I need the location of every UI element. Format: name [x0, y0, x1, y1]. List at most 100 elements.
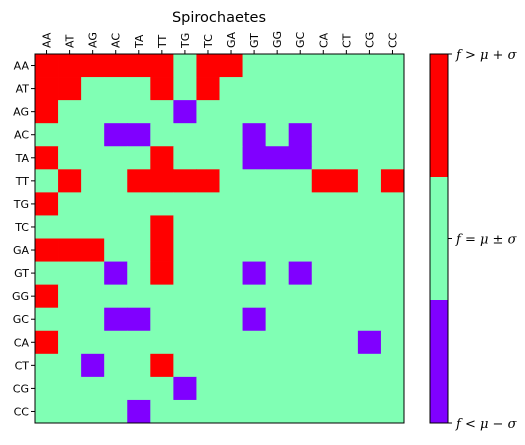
y-tick-label: GC — [13, 313, 30, 326]
heatmap-cell-GG-CA — [311, 284, 336, 309]
heatmap-cell-AG-TC — [196, 100, 220, 124]
heatmap-cell-GT-GC — [288, 261, 313, 286]
heatmap-cell-AT-AC — [104, 77, 128, 101]
heatmap-cell-AC-GC — [288, 123, 313, 147]
heatmap-cell-GG-TT — [150, 284, 174, 309]
heatmap-cell-TC-GA — [219, 215, 243, 239]
heatmap-cell-GT-AG — [81, 261, 105, 286]
heatmap-cell-AG-AA — [35, 100, 59, 124]
heatmap-cell-TG-TT — [150, 192, 174, 216]
heatmap-cell-GC-GT — [242, 307, 267, 332]
heatmap-cell-AT-AG — [81, 77, 105, 101]
heatmap-cell-GG-CC — [380, 284, 405, 309]
heatmap-cell-TT-CT — [334, 169, 359, 193]
heatmap-cell-AT-TA — [127, 77, 151, 101]
heatmap-cell-AA-TT — [150, 54, 174, 78]
heatmap-cell-TA-GC — [288, 146, 313, 170]
heatmap-cell-AG-CC — [380, 100, 405, 124]
heatmap-cell-AC-CA — [311, 123, 336, 147]
heatmap-cell-GG-CT — [334, 284, 359, 309]
heatmap-cell-GA-AA — [35, 238, 59, 262]
heatmap-cell-TA-CA — [311, 146, 336, 170]
heatmap-cell-AT-GT — [242, 77, 267, 101]
heatmap-cell-GA-AT — [58, 238, 82, 262]
heatmap-cell-CA-TC — [196, 330, 220, 355]
heatmap-cell-GG-TC — [196, 284, 220, 309]
heatmap-cell-TT-GT — [242, 169, 267, 193]
heatmap-cell-GA-CA — [311, 238, 336, 262]
heatmap-cell-TA-GT — [242, 146, 267, 170]
heatmap-cell-CT-GG — [265, 353, 290, 378]
colorbar-label: f < μ − σ — [455, 417, 518, 432]
heatmap-cell-AA-CG — [357, 54, 382, 78]
heatmap-cell-GG-TA — [127, 284, 151, 309]
heatmap-cell-AA-AT — [58, 54, 82, 78]
heatmap-cell-GC-AA — [35, 307, 59, 332]
heatmap-cell-CC-CT — [334, 399, 359, 424]
heatmap-cell-GT-TG — [173, 261, 197, 286]
heatmap-cell-CA-TA — [127, 330, 151, 355]
heatmap-cell-GC-TC — [196, 307, 220, 332]
heatmap-cell-CT-AC — [104, 353, 128, 378]
colorbar-label: f > μ + σ — [455, 48, 518, 63]
heatmap-cell-TG-CG — [357, 192, 382, 216]
heatmap-cell-TC-GG — [265, 215, 290, 239]
heatmap-cell-AG-CT — [334, 100, 359, 124]
heatmap-cell-GC-CC — [380, 307, 405, 332]
heatmap-cell-GC-GC — [288, 307, 313, 332]
heatmap-cell-TG-GC — [288, 192, 313, 216]
heatmap-cell-AC-TA — [127, 123, 151, 147]
heatmap-cell-CT-TG — [173, 353, 197, 378]
heatmap-cell-GG-GT — [242, 284, 267, 309]
heatmap-cell-GT-TT — [150, 261, 174, 286]
heatmap-cell-AC-TT — [150, 123, 174, 147]
heatmap-cell-CC-GA — [219, 399, 243, 424]
heatmap-cell-TA-TA — [127, 146, 151, 170]
y-tick-label: AG — [13, 106, 29, 119]
heatmap-cell-TT-TT — [150, 169, 174, 193]
heatmap-cell-CA-GC — [288, 330, 313, 355]
x-tick-label: GG — [271, 31, 284, 48]
y-tick-label: TT — [15, 175, 30, 188]
heatmap-cell-CC-GT — [242, 399, 267, 424]
x-tick-labels: AA AT AG AC TA TT TG TC GA GT GG GC CA CT CG CC — [41, 31, 399, 54]
heatmap-cell-CG-GA — [219, 376, 243, 401]
plot-frame — [34, 53, 405, 424]
heatmap-cell-CT-AG — [81, 353, 105, 378]
heatmap-cell-CT-TC — [196, 353, 220, 378]
heatmap-cell-AT-TT — [150, 77, 174, 101]
heatmap-cell-CC-TC — [196, 399, 220, 424]
heatmap-cell-GC-TA — [127, 307, 151, 332]
heatmap-cell-AT-GG — [265, 77, 290, 101]
heatmap-cell-GG-AC — [104, 284, 128, 309]
heatmap-cell-CA-AT — [58, 330, 82, 355]
heatmap-cell-CC-AC — [104, 399, 128, 424]
y-tick-label: GA — [13, 244, 30, 257]
heatmap-cell-GA-CT — [334, 238, 359, 262]
y-tick-label: GT — [14, 267, 29, 280]
y-tick-label: CA — [14, 336, 30, 349]
heatmap-cell-TG-AT — [58, 192, 82, 216]
heatmap-cell-GC-AG — [81, 307, 105, 332]
heatmap-cell-AA-TC — [196, 54, 220, 78]
heatmap-cell-TG-AG — [81, 192, 105, 216]
y-tick-label: AC — [14, 129, 29, 142]
heatmap-cell-AC-GT — [242, 123, 267, 147]
heatmap-cell-AA-GT — [242, 54, 267, 78]
heatmap-cell-TC-AG — [81, 215, 105, 239]
heatmap-cell-TG-GA — [219, 192, 243, 216]
x-tick-label: TG — [179, 33, 192, 49]
x-tick-label: AT — [64, 34, 77, 48]
heatmap-cell-TA-AT — [58, 146, 82, 170]
heatmap-cell-CA-CC — [380, 330, 405, 355]
y-tick-label: TA — [15, 152, 30, 165]
heatmap-cell-TT-AT — [58, 169, 82, 193]
heatmap-cell-GT-AT — [58, 261, 82, 286]
heatmap-cell-GA-TC — [196, 238, 220, 262]
heatmap-cell-TT-GC — [288, 169, 313, 193]
heatmap-cell-GA-TA — [127, 238, 151, 262]
heatmap-cell-CT-GA — [219, 353, 243, 378]
heatmap-cell-CG-CA — [311, 376, 336, 401]
heatmap-cell-AC-AA — [35, 123, 59, 147]
heatmap-cell-AA-GA — [219, 54, 243, 78]
